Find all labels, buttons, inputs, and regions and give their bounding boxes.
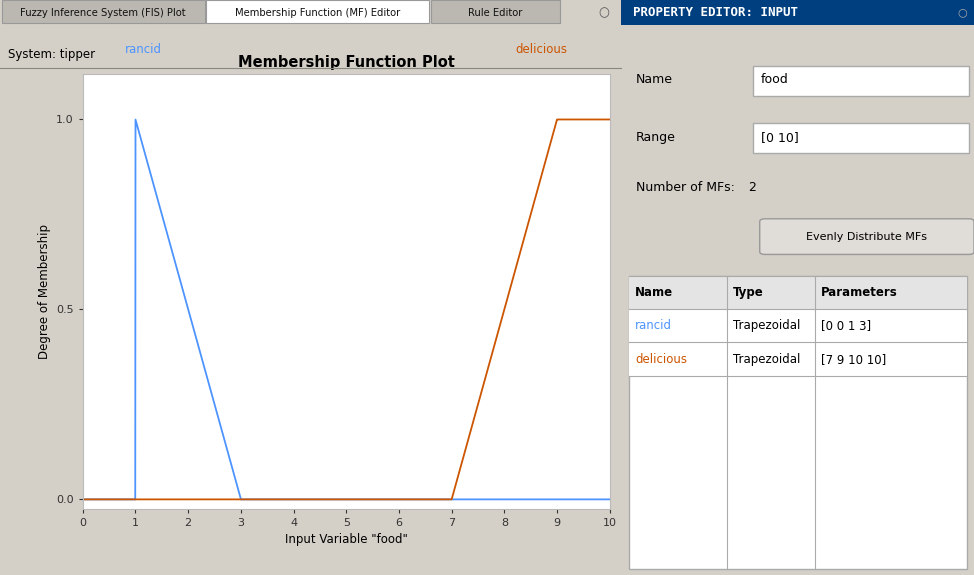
Text: rancid: rancid	[125, 44, 162, 56]
Text: ○: ○	[957, 7, 967, 17]
Text: Number of MFs:: Number of MFs:	[636, 181, 735, 194]
Text: Name: Name	[636, 73, 673, 86]
Text: Rule Editor: Rule Editor	[468, 7, 522, 17]
Text: Trapezoidal: Trapezoidal	[733, 352, 801, 366]
X-axis label: Input Variable "food": Input Variable "food"	[284, 534, 408, 546]
Text: Membership Function (MF) Editor: Membership Function (MF) Editor	[235, 7, 400, 17]
Text: 2: 2	[748, 181, 756, 194]
Text: [7 9 10 10]: [7 9 10 10]	[821, 352, 886, 366]
Text: Range: Range	[636, 131, 676, 144]
Text: delicious: delicious	[515, 44, 568, 56]
Y-axis label: Degree of Membership: Degree of Membership	[38, 224, 51, 359]
Text: food: food	[761, 73, 788, 86]
Text: delicious: delicious	[635, 352, 687, 366]
Text: Evenly Distribute MFs: Evenly Distribute MFs	[806, 232, 927, 242]
Text: [0 0 1 3]: [0 0 1 3]	[821, 319, 871, 332]
Text: Type: Type	[733, 286, 764, 299]
Text: Fuzzy Inference System (FIS) Plot: Fuzzy Inference System (FIS) Plot	[20, 7, 186, 17]
Text: Trapezoidal: Trapezoidal	[733, 319, 801, 332]
Text: [0 10]: [0 10]	[761, 131, 799, 144]
Text: System: tipper: System: tipper	[8, 48, 94, 62]
Text: rancid: rancid	[635, 319, 672, 332]
Text: PROPERTY EDITOR: INPUT: PROPERTY EDITOR: INPUT	[633, 6, 798, 19]
Text: ○: ○	[598, 6, 610, 19]
Text: Parameters: Parameters	[821, 286, 898, 299]
Text: Name: Name	[635, 286, 673, 299]
Title: Membership Function Plot: Membership Function Plot	[238, 55, 455, 70]
